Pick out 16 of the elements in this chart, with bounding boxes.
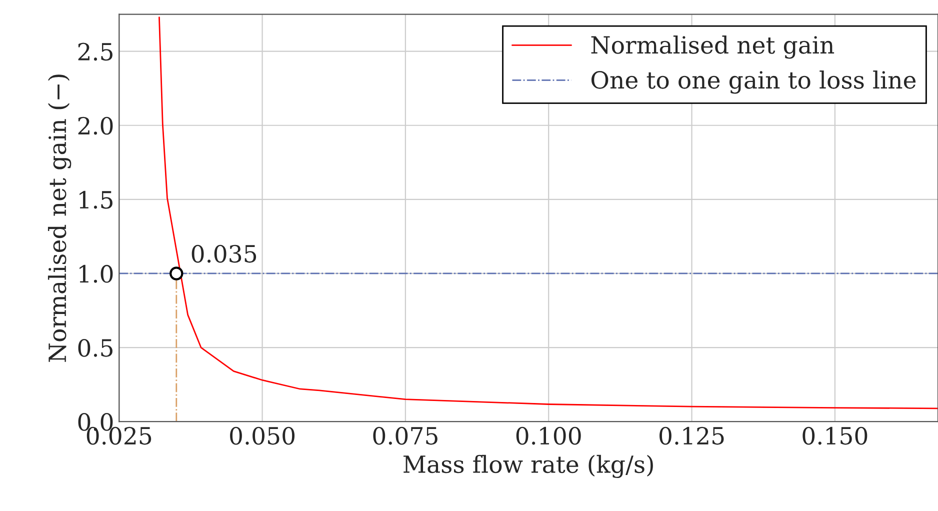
x-tick-label: 0.100 (516, 426, 581, 445)
legend-label: One to one gain to loss line (591, 70, 916, 94)
y-tick-label: 1.5 (80, 190, 112, 209)
x-axis-title: Mass flow rate (kg/s) (404, 454, 653, 478)
y-tick-label: 0.5 (78, 338, 112, 357)
x-tick-label: 0.125 (660, 426, 724, 445)
y-tick-label: 1.0 (80, 264, 113, 283)
annotation: 0.035 (192, 244, 256, 263)
y-tick-label: 2.0 (78, 116, 113, 135)
y-axis-title: Normalised net gain (−) (48, 74, 72, 362)
x-tick-label: 0.050 (230, 426, 295, 445)
x-tick-label: 0.075 (373, 426, 438, 445)
x-tick-label: 0.150 (802, 426, 868, 445)
line-series (158, 16, 938, 410)
legend-label: Normalised net gain (591, 36, 834, 59)
y-tick-label: 2.5 (78, 42, 112, 61)
